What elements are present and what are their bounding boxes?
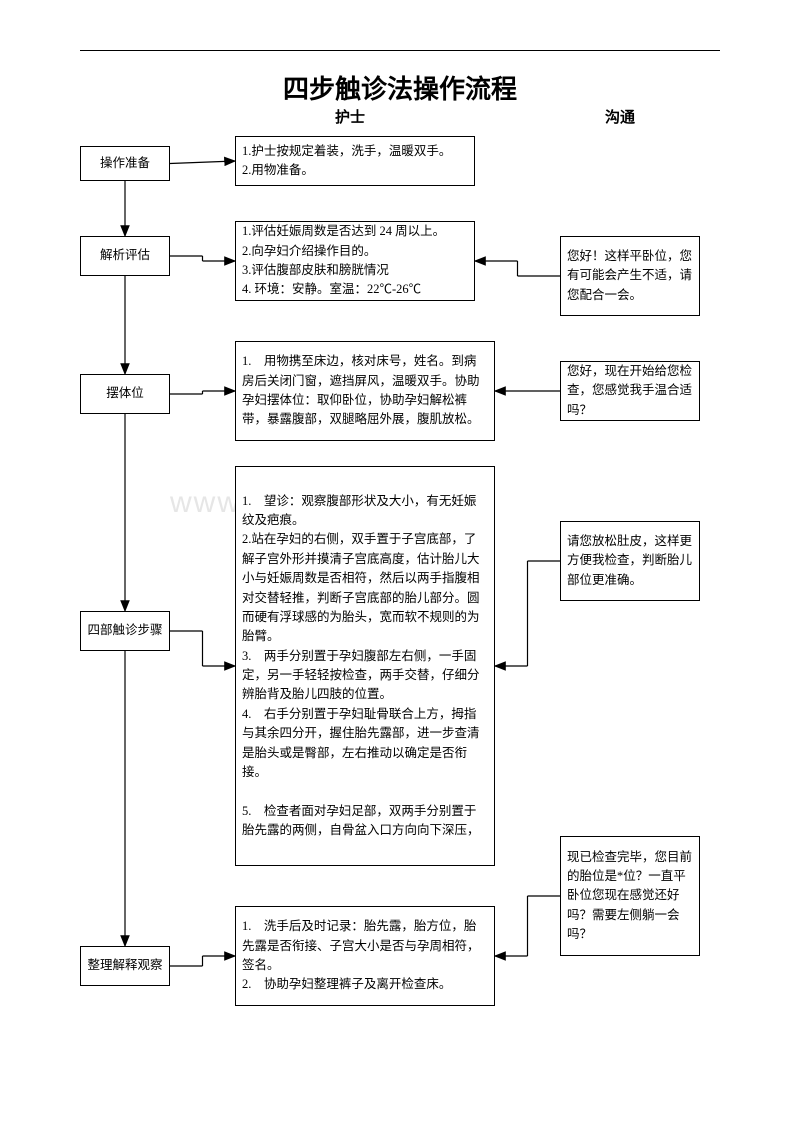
flow-box-text: 1.护士按规定着装，洗手，温暖双手。 2.用物准备。	[242, 142, 468, 181]
flow-box-nurse5: 1. 洗手后及时记录：胎先露，胎方位，胎先露是否衔接、子宫大小是否与孕周相符，签…	[235, 906, 495, 1006]
flow-box-text: 整理解释观察	[87, 956, 163, 975]
flow-box-nurse2: 1.评估妊娠周数是否达到 24 周以上。 2.向孕妇介绍操作目的。 3.评估腹部…	[235, 221, 475, 301]
flow-box-text: 解析评估	[87, 246, 163, 265]
flow-box-text: 请您放松肚皮，这样更方便我检查，判断胎儿部位更准确。	[567, 532, 693, 590]
column-header-nurse: 护士	[335, 106, 365, 127]
flow-box-step4: 四部触诊步骤	[80, 611, 170, 651]
flow-box-step3: 摆体位	[80, 374, 170, 414]
column-header-comm: 沟通	[605, 106, 635, 127]
flow-box-nurse3: 1. 用物携至床边，核对床号，姓名。到病房后关闭门窗，遮挡屏风，温暖双手。协助孕…	[235, 341, 495, 441]
page: 四步触诊法操作流程 护士 沟通 www.bzfxw.net.com 操作准备1.…	[80, 50, 720, 116]
flow-box-nurse4: 1. 望诊：观察腹部形状及大小，有无妊娠纹及疤痕。 2.站在孕妇的右侧，双手置于…	[235, 466, 495, 866]
flow-box-comm4: 请您放松肚皮，这样更方便我检查，判断胎儿部位更准确。	[560, 521, 700, 601]
flow-box-text: 1. 洗手后及时记录：胎先露，胎方位，胎先露是否衔接、子宫大小是否与孕周相符，签…	[242, 917, 488, 995]
flow-box-text: 1. 用物携至床边，核对床号，姓名。到病房后关闭门窗，遮挡屏风，温暖双手。协助孕…	[242, 352, 488, 430]
flow-box-step1: 操作准备	[80, 146, 170, 181]
flow-box-step2: 解析评估	[80, 236, 170, 276]
flow-canvas: www.bzfxw.net.com 操作准备1.护士按规定着装，洗手，温暖双手。…	[80, 136, 720, 1096]
flow-box-text: 现已检查完毕，您目前的胎位是*位？一直平卧位您现在感觉还好吗？需要左侧躺一会吗？	[567, 848, 693, 945]
flow-box-text: 1. 望诊：观察腹部形状及大小，有无妊娠纹及疤痕。 2.站在孕妇的右侧，双手置于…	[242, 492, 488, 841]
flow-box-comm2: 您好！这样平卧位，您有可能会产生不适，请您配合一会。	[560, 236, 700, 316]
flow-box-comm3: 您好，现在开始给您检查，您感觉我手温合适吗？	[560, 361, 700, 421]
flow-box-step5: 整理解释观察	[80, 946, 170, 986]
flow-box-text: 您好，现在开始给您检查，您感觉我手温合适吗？	[567, 362, 693, 420]
flow-box-nurse1: 1.护士按规定着装，洗手，温暖双手。 2.用物准备。	[235, 136, 475, 186]
flow-box-comm5: 现已检查完毕，您目前的胎位是*位？一直平卧位您现在感觉还好吗？需要左侧躺一会吗？	[560, 836, 700, 956]
flow-box-text: 摆体位	[87, 384, 163, 403]
flow-box-text: 1.评估妊娠周数是否达到 24 周以上。 2.向孕妇介绍操作目的。 3.评估腹部…	[242, 222, 468, 300]
flow-box-text: 四部触诊步骤	[87, 621, 163, 640]
flow-box-text: 您好！这样平卧位，您有可能会产生不适，请您配合一会。	[567, 247, 693, 305]
page-title: 四步触诊法操作流程	[80, 69, 720, 106]
flow-box-text: 操作准备	[87, 154, 163, 173]
